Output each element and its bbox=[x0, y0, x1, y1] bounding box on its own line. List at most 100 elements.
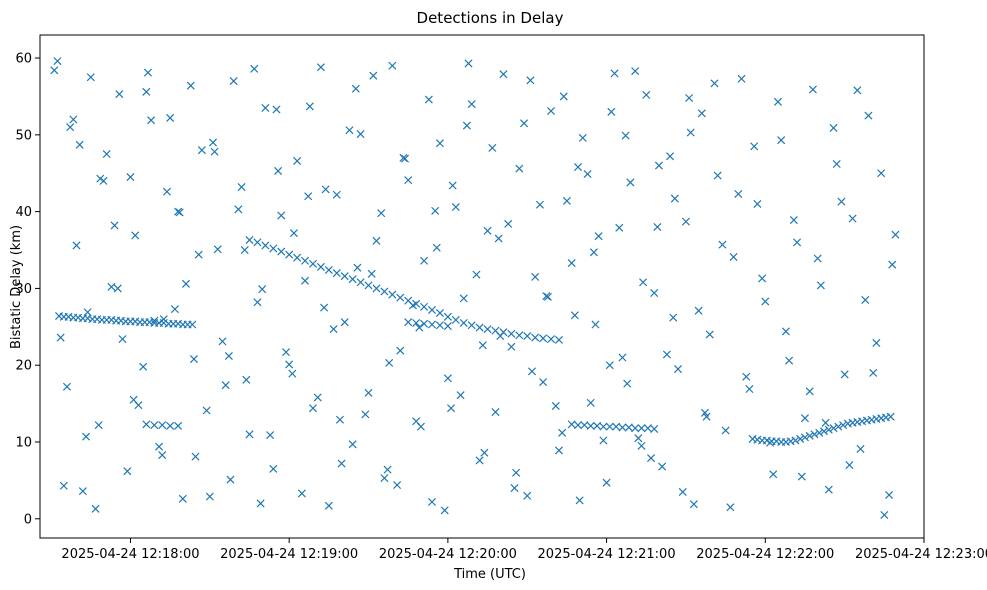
detection-point bbox=[218, 337, 227, 346]
detection-point bbox=[745, 384, 754, 394]
track-detection-point bbox=[834, 422, 843, 431]
y-tick-label: 10 bbox=[15, 436, 32, 451]
detection-point bbox=[694, 306, 703, 315]
detection-point bbox=[567, 259, 576, 268]
track-detection-point bbox=[810, 430, 819, 439]
detection-point bbox=[824, 485, 833, 494]
track-detection-point bbox=[356, 278, 365, 287]
detection-point bbox=[773, 97, 783, 106]
detection-point bbox=[599, 436, 608, 445]
detection-point bbox=[181, 279, 191, 288]
detection-point bbox=[800, 414, 809, 423]
track-detection-point bbox=[253, 238, 262, 247]
track-detection-point bbox=[420, 302, 429, 311]
data-marks bbox=[50, 57, 900, 519]
detection-point bbox=[853, 86, 862, 95]
detection-point bbox=[191, 452, 200, 461]
detection-point bbox=[62, 382, 72, 391]
detection-point bbox=[845, 461, 854, 470]
detection-point bbox=[261, 103, 270, 112]
detection-point bbox=[662, 350, 671, 359]
track-detection-point bbox=[308, 259, 318, 268]
track-detection-point bbox=[800, 433, 809, 442]
track-detection-point bbox=[618, 423, 627, 432]
detection-point bbox=[269, 464, 278, 473]
x-axis-title: Time (UTC) bbox=[453, 567, 526, 582]
detection-point bbox=[96, 174, 105, 183]
detection-point bbox=[607, 107, 616, 116]
detection-point bbox=[266, 431, 275, 440]
track-detection-point bbox=[499, 328, 508, 337]
track-detection-point bbox=[188, 320, 197, 329]
detection-point bbox=[653, 222, 662, 232]
detection-point bbox=[729, 252, 738, 261]
detection-point bbox=[75, 140, 84, 149]
detection-point bbox=[888, 260, 897, 269]
detection-point bbox=[527, 367, 537, 376]
detection-point bbox=[515, 164, 524, 173]
detection-point bbox=[805, 387, 814, 396]
track-detection-point bbox=[573, 421, 583, 430]
detection-point bbox=[281, 348, 291, 357]
track-detection-point bbox=[467, 321, 476, 330]
track-detection-point bbox=[158, 421, 167, 430]
track-detection-point bbox=[815, 428, 824, 437]
detection-point bbox=[126, 173, 135, 182]
detection-point bbox=[272, 105, 281, 114]
detection-point bbox=[542, 292, 551, 301]
x-tick-label: 2025-04-24 12:20:00 bbox=[379, 547, 517, 562]
detection-point bbox=[143, 68, 152, 77]
detection-point bbox=[726, 503, 735, 512]
detection-point bbox=[559, 92, 568, 101]
detection-point bbox=[686, 128, 695, 137]
detection-point bbox=[631, 67, 640, 76]
detection-point bbox=[872, 338, 881, 347]
track-detection-point bbox=[475, 323, 484, 332]
track-detection-point bbox=[142, 420, 151, 429]
detection-point bbox=[210, 147, 219, 156]
track-detection-point bbox=[420, 319, 429, 328]
detection-point bbox=[813, 254, 822, 263]
detection-point bbox=[605, 361, 614, 370]
detection-point bbox=[785, 356, 794, 365]
detection-point bbox=[86, 73, 95, 82]
track-detection-point bbox=[435, 321, 444, 330]
detection-point bbox=[575, 496, 584, 505]
detection-point bbox=[383, 465, 392, 474]
detection-point bbox=[551, 401, 560, 410]
track-detection-point bbox=[427, 320, 437, 329]
detection-point bbox=[288, 369, 297, 378]
y-tick-label: 50 bbox=[15, 128, 32, 143]
detection-point bbox=[277, 211, 286, 220]
track-detection-point bbox=[599, 422, 608, 431]
detection-point bbox=[658, 462, 667, 471]
detection-point bbox=[678, 487, 687, 496]
track-detection-point bbox=[412, 318, 421, 328]
detection-point bbox=[351, 84, 360, 93]
detection-point bbox=[424, 95, 433, 104]
detection-point bbox=[637, 441, 646, 450]
track-detection-point bbox=[316, 262, 325, 271]
detection-point bbox=[274, 166, 283, 175]
detection-point bbox=[162, 187, 171, 196]
detection-point bbox=[321, 185, 330, 194]
detection-point bbox=[777, 136, 786, 145]
detection-point bbox=[837, 197, 846, 206]
detection-point bbox=[507, 342, 516, 351]
track-detection-point bbox=[839, 421, 848, 430]
detection-point bbox=[602, 478, 611, 487]
track-detection-point bbox=[539, 334, 548, 343]
detection-point bbox=[340, 318, 349, 327]
detection-point bbox=[301, 276, 310, 285]
track-detection-point bbox=[380, 287, 389, 296]
track-detection-point bbox=[435, 308, 444, 318]
detection-point bbox=[510, 484, 519, 493]
detection-point bbox=[642, 90, 651, 99]
detection-point bbox=[758, 274, 767, 283]
detection-point bbox=[832, 159, 841, 169]
detection-point bbox=[245, 430, 254, 439]
detection-point bbox=[478, 341, 487, 350]
detection-point bbox=[808, 85, 817, 94]
detection-point bbox=[829, 123, 838, 132]
detection-point bbox=[547, 107, 556, 116]
